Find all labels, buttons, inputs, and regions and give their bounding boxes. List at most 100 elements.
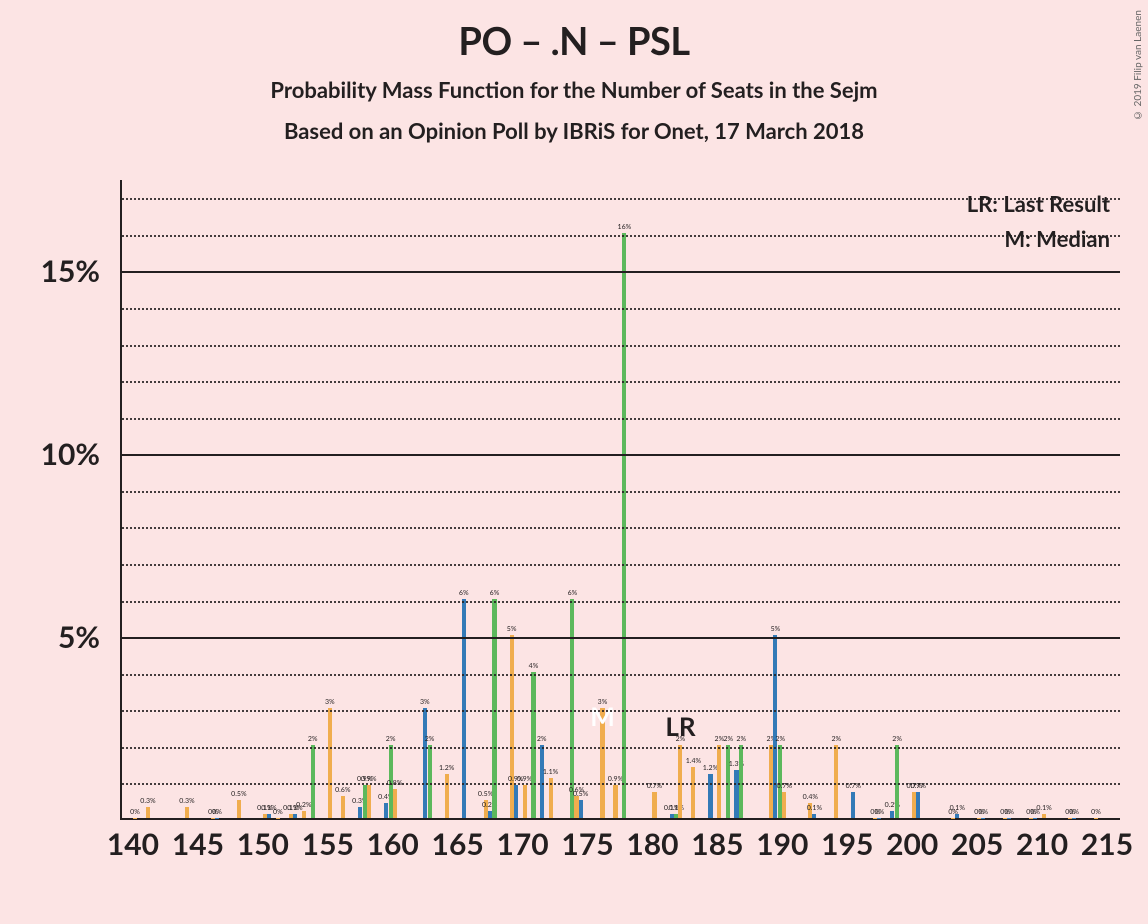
bar-value-label: 0% <box>212 808 222 816</box>
bar-value-label: 0.5% <box>573 790 588 798</box>
bar-value-label: 0% <box>130 808 140 816</box>
bar-value-label: 1.2% <box>439 764 454 772</box>
bar-green <box>428 745 432 818</box>
bar-value-label: 0% <box>1069 808 1079 816</box>
bar-orange <box>1094 818 1098 819</box>
x-tick-label: 160 <box>367 826 419 862</box>
bar-orange <box>237 800 241 818</box>
grid-minor <box>122 601 1120 603</box>
bar-value-label: 0.3% <box>179 797 194 805</box>
grid-minor <box>122 308 1120 310</box>
chart-title: PO – .N – PSL <box>0 18 1148 64</box>
bar-blue <box>955 814 959 818</box>
bar-orange <box>276 818 280 819</box>
bar-value-label: 0.9% <box>608 775 623 783</box>
median-marker: M <box>590 700 615 732</box>
bar-orange <box>185 807 189 818</box>
bar-blue <box>384 803 388 818</box>
bar-blue <box>293 814 297 818</box>
bar-value-label: 2% <box>425 735 435 743</box>
bar-value-label: 2% <box>892 735 902 743</box>
bar-value-label: 2% <box>736 735 746 743</box>
bar-orange <box>1042 814 1046 818</box>
chart-area: LR: Last Result M: Median 0%0.3%0.3%0%0%… <box>120 180 1120 820</box>
bar-value-label: 2% <box>386 735 396 743</box>
bar-blue <box>579 800 583 818</box>
bar-blue <box>708 774 712 818</box>
bar-value-label: 0.5% <box>478 790 493 798</box>
bar-value-label: 2% <box>775 735 785 743</box>
bar-value-label: 5% <box>507 625 517 633</box>
bar-orange <box>341 796 345 818</box>
bar-value-label: 0% <box>273 808 283 816</box>
grid-minor <box>122 783 1120 785</box>
grid-minor <box>122 564 1120 566</box>
bar-orange <box>834 745 838 818</box>
bar-blue <box>423 708 427 818</box>
grid-major <box>122 637 1120 639</box>
bar-orange <box>782 792 786 818</box>
grid-major <box>122 271 1120 273</box>
x-tick-label: 205 <box>951 826 1003 862</box>
bar-green <box>739 745 743 818</box>
bar-blue <box>488 811 492 818</box>
bar-blue <box>877 818 881 819</box>
bar-value-label: 2% <box>723 735 733 743</box>
bar-value-label: 6% <box>459 589 469 597</box>
bar-orange <box>367 785 371 818</box>
bar-orange <box>691 767 695 818</box>
bar-orange <box>328 708 332 818</box>
x-axis-labels: 1401451501551601651701751801851901952002… <box>120 826 1120 876</box>
bar-blue <box>1007 818 1011 819</box>
bar-blue <box>851 792 855 818</box>
x-tick-label: 215 <box>1081 826 1133 862</box>
bar-blue <box>215 818 219 819</box>
chart-subtitle-1: Probability Mass Function for the Number… <box>0 76 1148 103</box>
bar-green <box>531 672 535 818</box>
grid-minor <box>122 710 1120 712</box>
chart-subtitle-2: Based on an Opinion Poll by IBRiS for On… <box>0 117 1148 144</box>
bar-blue <box>890 811 894 818</box>
bar-value-label: 5% <box>771 625 781 633</box>
bars-container: 0%0.3%0.3%0%0%0.5%0.1%0.1%0%0.1%0.1%0.2%… <box>122 180 1120 818</box>
bar-value-label: 16% <box>618 223 632 231</box>
copyright-text: © 2019 Filip van Laenen <box>1132 10 1144 121</box>
x-tick-label: 155 <box>302 826 354 862</box>
bar-orange <box>302 811 306 818</box>
x-tick-label: 145 <box>172 826 224 862</box>
grid-minor <box>122 235 1120 237</box>
bar-orange <box>445 774 449 818</box>
bar-orange <box>652 792 656 818</box>
bar-value-label: 0% <box>1091 808 1101 816</box>
bar-orange <box>717 745 721 818</box>
bar-value-label: 6% <box>568 589 578 597</box>
bar-value-label: 1.4% <box>686 757 701 765</box>
bar-blue <box>540 745 544 818</box>
bar-blue <box>1072 818 1076 819</box>
bar-value-label: 6% <box>490 589 500 597</box>
bar-green <box>895 745 899 818</box>
bar-value-label: 0.1% <box>807 804 822 812</box>
bar-value-label: 0.9% <box>517 775 532 783</box>
grid-major <box>122 454 1120 456</box>
bar-value-label: 0.6% <box>335 786 350 794</box>
grid-minor <box>122 345 1120 347</box>
x-tick-label: 170 <box>496 826 548 862</box>
bar-value-label: 1.2% <box>703 764 718 772</box>
grid-minor <box>122 491 1120 493</box>
bar-green <box>726 745 730 818</box>
bar-orange <box>393 789 397 818</box>
grid-minor <box>122 418 1120 420</box>
plot-region: LR: Last Result M: Median 0%0.3%0.3%0%0%… <box>120 180 1120 820</box>
bar-orange <box>613 785 617 818</box>
grid-minor <box>122 747 1120 749</box>
bar-orange <box>678 745 682 818</box>
titles: PO – .N – PSL Probability Mass Function … <box>0 0 1148 144</box>
x-tick-label: 175 <box>561 826 613 862</box>
x-tick-label: 150 <box>237 826 289 862</box>
bar-blue <box>916 792 920 818</box>
grid-minor <box>122 381 1120 383</box>
y-tick-label: 15% <box>0 253 100 289</box>
bar-orange <box>146 807 150 818</box>
bar-value-label: 3% <box>325 698 335 706</box>
